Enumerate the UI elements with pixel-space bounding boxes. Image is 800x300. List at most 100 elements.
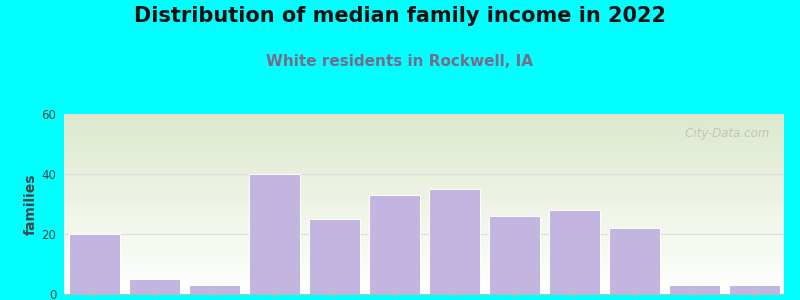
Bar [64, 210, 784, 211]
Bar [64, 258, 784, 259]
Text: White residents in Rockwell, IA: White residents in Rockwell, IA [266, 54, 534, 69]
Bar [64, 262, 784, 263]
Bar [64, 288, 784, 289]
Bar [64, 125, 784, 126]
Bar [64, 177, 784, 178]
Bar [64, 229, 784, 230]
Bar [64, 178, 784, 179]
Bar [64, 261, 784, 262]
Bar [64, 235, 784, 236]
Bar [64, 217, 784, 218]
Bar [64, 186, 784, 187]
Bar [64, 268, 784, 269]
Bar [64, 236, 784, 237]
Bar [64, 149, 784, 150]
Bar [64, 192, 784, 193]
Bar [64, 213, 784, 214]
Bar [64, 168, 784, 169]
Bar [64, 122, 784, 123]
Bar [64, 228, 784, 229]
Bar [64, 292, 784, 293]
Bar [64, 239, 784, 240]
Bar [64, 131, 784, 132]
Bar [64, 167, 784, 168]
Bar [64, 140, 784, 141]
Bar [64, 291, 784, 292]
Bar [64, 145, 784, 146]
Bar [189, 285, 239, 294]
Bar [429, 189, 479, 294]
Bar [64, 187, 784, 188]
Bar [64, 156, 784, 157]
Bar [64, 200, 784, 201]
Bar [64, 154, 784, 155]
Bar [64, 216, 784, 217]
Bar [64, 132, 784, 133]
Bar [64, 150, 784, 151]
Bar [64, 211, 784, 212]
Bar [64, 237, 784, 238]
Bar [64, 126, 784, 127]
Bar [64, 241, 784, 242]
Bar [64, 136, 784, 137]
Bar [64, 238, 784, 239]
Bar [64, 282, 784, 283]
Bar [64, 115, 784, 116]
Bar [64, 183, 784, 184]
Bar [64, 163, 784, 164]
Bar [64, 223, 784, 224]
Bar [64, 293, 784, 294]
Bar [64, 158, 784, 159]
Bar [369, 195, 419, 294]
Bar [129, 279, 179, 294]
Bar [64, 277, 784, 278]
Bar [64, 124, 784, 125]
Bar [64, 274, 784, 275]
Bar [64, 147, 784, 148]
Bar [64, 279, 784, 280]
Bar [549, 210, 599, 294]
Bar [489, 216, 539, 294]
Bar [64, 142, 784, 143]
Bar [64, 198, 784, 199]
Bar [609, 228, 659, 294]
Bar [64, 271, 784, 272]
Bar [64, 283, 784, 284]
Bar [69, 234, 119, 294]
Bar [64, 164, 784, 165]
Bar [64, 141, 784, 142]
Bar [64, 252, 784, 253]
Bar [64, 144, 784, 145]
Bar [64, 205, 784, 206]
Bar [64, 116, 784, 117]
Bar [64, 170, 784, 171]
Bar [64, 166, 784, 167]
Bar [64, 240, 784, 241]
Bar [64, 129, 784, 130]
Bar [64, 242, 784, 243]
Bar [64, 143, 784, 144]
Bar [64, 181, 784, 182]
Bar [309, 219, 359, 294]
Bar [64, 212, 784, 213]
Bar [64, 221, 784, 222]
Bar [64, 203, 784, 204]
Bar [64, 202, 784, 203]
Bar [64, 155, 784, 156]
Bar [64, 190, 784, 191]
Bar [64, 230, 784, 231]
Bar [64, 270, 784, 271]
Bar [64, 290, 784, 291]
Bar [64, 276, 784, 277]
Bar [249, 174, 299, 294]
Bar [64, 148, 784, 149]
Bar [64, 157, 784, 158]
Bar [64, 280, 784, 281]
Bar [64, 171, 784, 172]
Bar [64, 193, 784, 194]
Bar [64, 139, 784, 140]
Bar [64, 191, 784, 192]
Bar [64, 152, 784, 153]
Bar [64, 146, 784, 147]
Bar [64, 267, 784, 268]
